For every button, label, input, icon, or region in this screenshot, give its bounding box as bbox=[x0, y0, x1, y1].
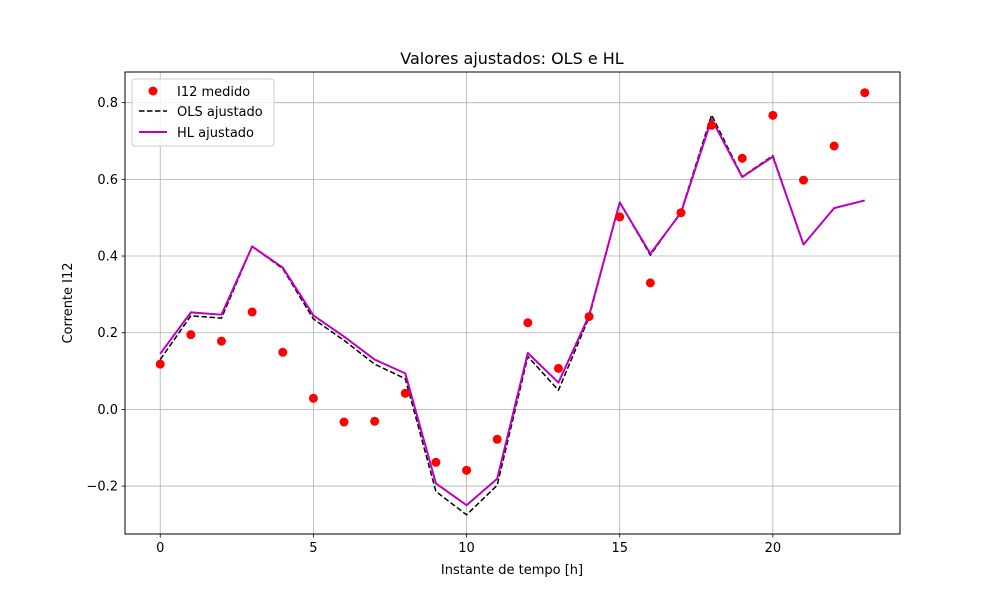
measured-point bbox=[462, 465, 472, 475]
y-tick-label: −0.2 bbox=[86, 480, 118, 495]
y-tick-label: 0.4 bbox=[97, 250, 118, 265]
x-tick-label: 20 bbox=[765, 541, 782, 556]
x-tick-label: 0 bbox=[156, 541, 164, 556]
measured-point bbox=[829, 141, 839, 151]
legend: I12 medido OLS ajustado HL ajustado bbox=[131, 78, 275, 147]
measured-point bbox=[186, 330, 196, 340]
legend-marker-measured bbox=[148, 86, 158, 96]
measured-point bbox=[799, 175, 809, 185]
x-tick-label: 15 bbox=[611, 541, 628, 556]
measured-point bbox=[400, 388, 410, 398]
y-axis-label: Corrente I12 bbox=[61, 262, 76, 343]
measured-point bbox=[308, 393, 318, 403]
measured-point bbox=[370, 416, 380, 426]
legend-label-measured: I12 medido bbox=[177, 85, 250, 100]
measured-point bbox=[584, 312, 594, 322]
measured-point bbox=[155, 359, 165, 369]
measured-point bbox=[615, 212, 625, 222]
axis-ticks: 0 5 10 15 20 −0.2 0.0 0.2 0.4 0.6 0.8 bbox=[86, 96, 781, 556]
y-tick-label: 0.8 bbox=[97, 96, 118, 111]
measured-point bbox=[216, 336, 226, 346]
y-tick-label: 0.2 bbox=[97, 326, 118, 341]
measured-point bbox=[860, 88, 870, 98]
measured-point bbox=[278, 347, 288, 357]
legend-label-hl: HL ajustado bbox=[177, 126, 254, 141]
legend-frame bbox=[131, 78, 275, 147]
measured-point bbox=[676, 208, 686, 218]
chart-title: Valores ajustados: OLS e HL bbox=[400, 49, 624, 68]
plot-series bbox=[155, 88, 870, 516]
y-tick-label: 0.6 bbox=[97, 173, 118, 188]
measured-point bbox=[431, 457, 441, 467]
x-axis-label: Instante de tempo [h] bbox=[441, 563, 583, 578]
measured-point bbox=[247, 307, 257, 317]
measured-point bbox=[737, 153, 747, 163]
hl-fitted-line bbox=[159, 118, 866, 507]
measured-point bbox=[645, 278, 655, 288]
measured-point bbox=[768, 110, 778, 120]
measured-point bbox=[523, 318, 533, 328]
x-tick-label: 10 bbox=[458, 541, 475, 556]
y-tick-label: 0.0 bbox=[97, 403, 118, 418]
x-tick-label: 5 bbox=[309, 541, 317, 556]
measured-point bbox=[339, 417, 349, 427]
measured-point bbox=[707, 120, 717, 130]
measured-point bbox=[492, 434, 502, 444]
legend-label-ols: OLS ajustado bbox=[177, 105, 263, 120]
grid bbox=[125, 72, 900, 534]
measured-point bbox=[553, 363, 563, 373]
plot-frame bbox=[124, 71, 901, 535]
